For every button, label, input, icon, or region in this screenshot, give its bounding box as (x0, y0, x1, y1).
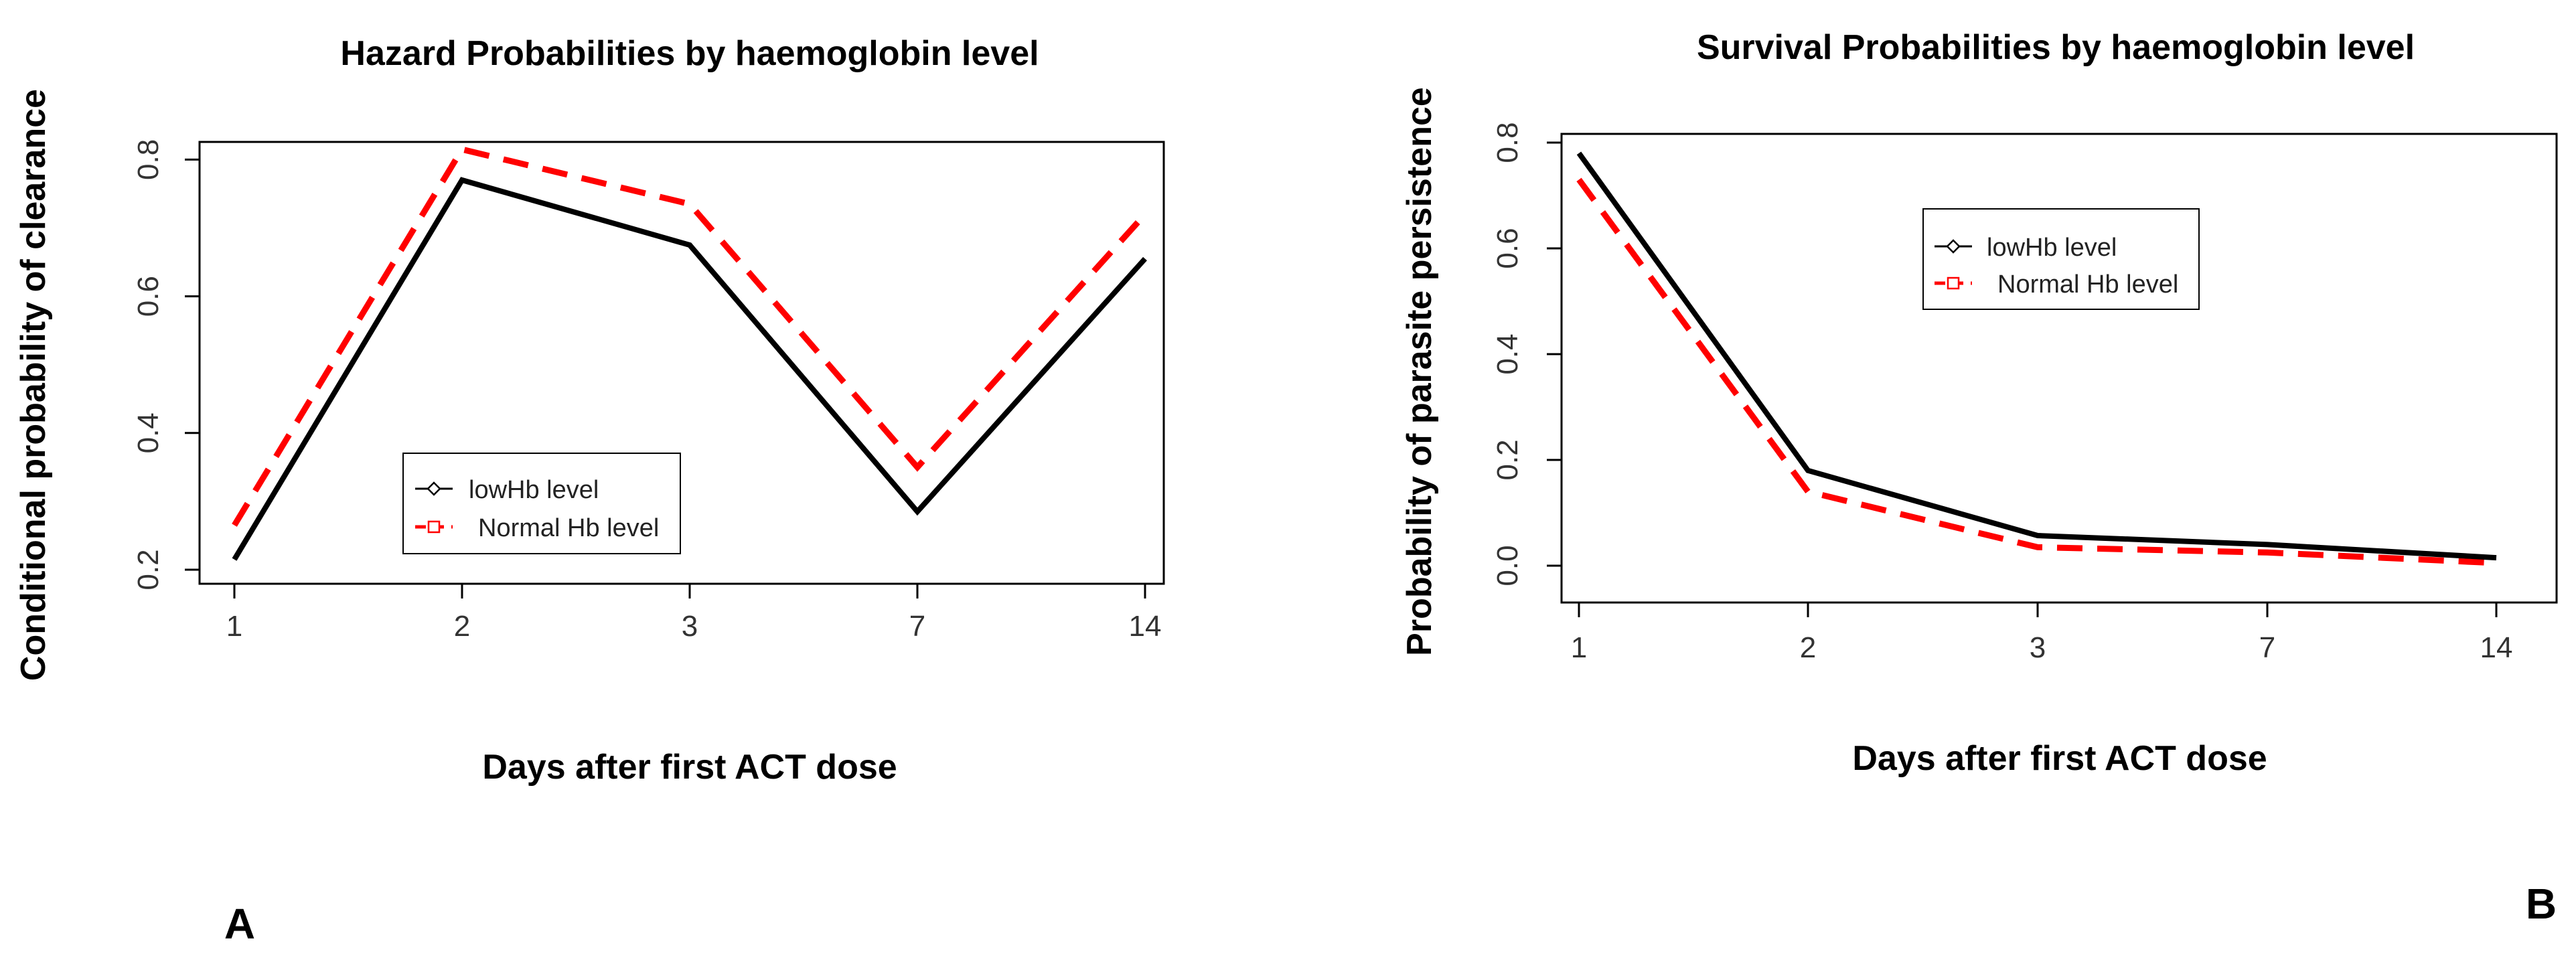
y-tick-label: 0.4 (132, 412, 165, 453)
x-axis-label: Days after first ACT dose (1852, 739, 2267, 778)
legend-label-lowhb: lowHb level (469, 476, 599, 504)
chart-title: Hazard Probabilities by haemoglobin leve… (340, 34, 1039, 73)
series-line-lowhb (1576, 151, 2497, 561)
x-axis: 1 2 3 7 14 (1571, 603, 2513, 664)
y-tick-label: 0.6 (1491, 228, 1524, 268)
y-axis: 0.0 0.2 0.4 0.6 0.8 (1491, 122, 1562, 586)
plot-area (1560, 133, 2558, 604)
x-axis: 1 2 3 7 14 (226, 584, 1162, 643)
y-tick-label: 0.8 (1491, 122, 1524, 163)
y-axis: 0.2 0.4 0.6 0.8 (132, 139, 200, 590)
hazard-chart: Hazard Probabilities by haemoglobin leve… (14, 34, 1165, 948)
series-line-lowhb (232, 177, 1147, 561)
legend-label-lowhb: lowHb level (1987, 234, 2117, 262)
x-tick-label: 3 (2030, 631, 2046, 664)
legend-box (1922, 208, 2200, 310)
y-tick-label: 0.2 (1491, 439, 1524, 480)
x-tick-label: 14 (2480, 631, 2513, 664)
y-tick-label: 0.2 (132, 549, 165, 590)
legend: lowHb level Normal Hb level (402, 453, 681, 554)
x-tick-label: 7 (909, 610, 925, 643)
legend-marker-normal (427, 520, 441, 534)
legend-marker-lowhb (1946, 239, 1961, 254)
series-group (232, 145, 1148, 561)
legend-marker-lowhb (427, 481, 441, 496)
panel-label: A (224, 900, 255, 948)
legend-box (402, 453, 681, 554)
survival-chart: Survival Probabilities by haemoglobin le… (1400, 28, 2558, 928)
x-tick-label: 14 (1129, 610, 1162, 643)
x-tick-label: 1 (1571, 631, 1587, 664)
y-tick-label: 0.4 (1491, 333, 1524, 374)
series-group (1576, 151, 2497, 566)
y-axis-label: Conditional probability of clearance (14, 89, 53, 681)
legend-marker-normal (1947, 276, 1960, 290)
legend-label-normal: Normal Hb level (1997, 270, 2178, 299)
chart-title: Survival Probabilities by haemoglobin le… (1697, 28, 2415, 67)
x-tick-label: 2 (1800, 631, 1816, 664)
legend: lowHb level Normal Hb level (1922, 208, 2200, 310)
plot-area (198, 141, 1165, 585)
x-tick-label: 1 (226, 610, 242, 643)
y-tick-label: 0.8 (132, 139, 165, 180)
x-axis-label: Days after first ACT dose (482, 748, 897, 787)
y-axis-label: Probability of parasite persistence (1400, 87, 1439, 656)
x-tick-label: 3 (682, 610, 698, 643)
series-line-normal-hb (232, 145, 1148, 527)
y-tick-label: 0.6 (132, 276, 165, 317)
x-tick-label: 2 (454, 610, 470, 643)
x-tick-label: 7 (2259, 631, 2275, 664)
y-tick-label: 0.0 (1491, 545, 1524, 586)
legend-label-normal: Normal Hb level (478, 514, 659, 542)
panel-label: B (2526, 880, 2557, 928)
series-line-normal-hb (1576, 177, 2497, 566)
